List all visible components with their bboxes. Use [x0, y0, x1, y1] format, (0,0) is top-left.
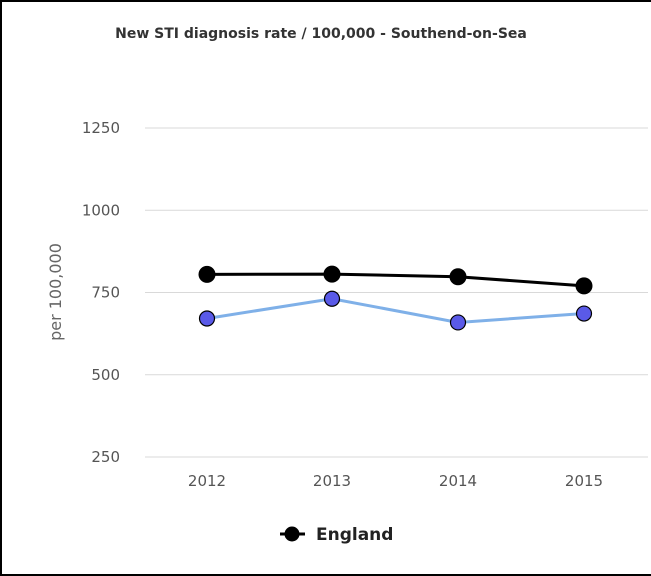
- chart-title: New STI diagnosis rate / 100,000 - South…: [115, 26, 527, 42]
- legend[interactable]: England: [280, 525, 393, 545]
- grid-lines: [145, 127, 648, 458]
- data-point[interactable]: [198, 310, 216, 327]
- y-tick-label: 500: [91, 366, 120, 384]
- data-point[interactable]: [323, 290, 341, 307]
- data-point[interactable]: [449, 314, 467, 331]
- series-line-1: [206, 297, 585, 324]
- x-tick-label: 2013: [313, 472, 351, 490]
- y-tick-label: 750: [91, 284, 120, 302]
- data-point[interactable]: [323, 265, 341, 283]
- y-tick-label: 1250: [82, 119, 120, 137]
- legend-marker-england: [284, 526, 300, 542]
- y-tick-label: 250: [91, 448, 120, 466]
- x-tick-label: 2012: [188, 472, 226, 490]
- x-axis-ticks: 2012 2013 2014 2015: [188, 472, 603, 490]
- data-point[interactable]: [575, 277, 593, 295]
- legend-label-england: England: [316, 525, 393, 545]
- data-point[interactable]: [449, 268, 467, 286]
- data-point[interactable]: [575, 305, 593, 322]
- y-axis-label: per 100,000: [46, 243, 65, 341]
- y-axis-ticks: 250 500 750 1000 1250: [82, 119, 120, 466]
- data-point[interactable]: [198, 265, 216, 283]
- series-line-0: [206, 272, 585, 288]
- x-tick-label: 2015: [565, 472, 603, 490]
- y-tick-label: 1000: [82, 201, 120, 219]
- series-layer: [198, 265, 593, 331]
- x-tick-label: 2014: [439, 472, 477, 490]
